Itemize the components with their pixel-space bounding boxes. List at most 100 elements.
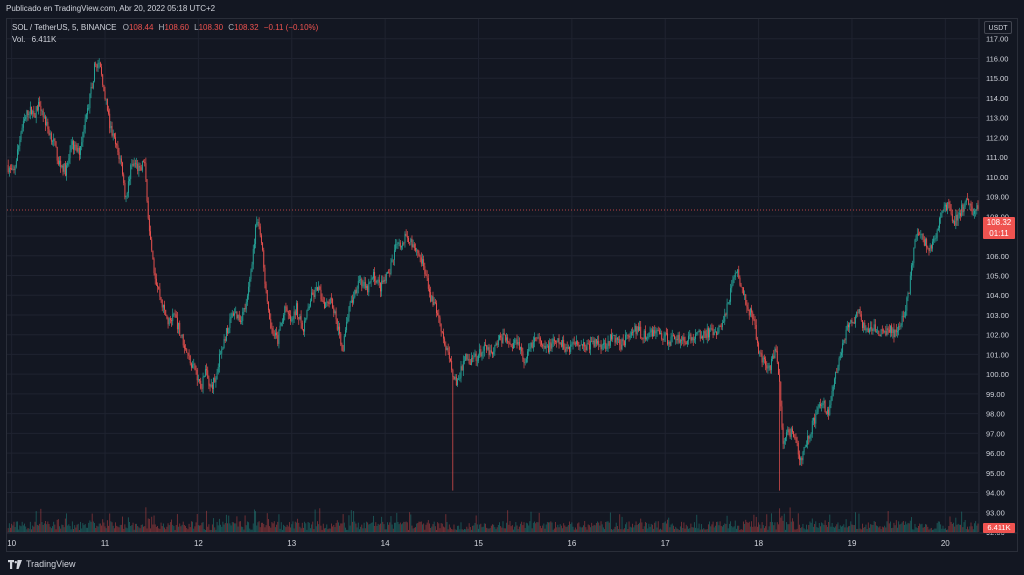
volume-bar [402, 523, 404, 532]
currency-button[interactable]: USDT [984, 21, 1012, 34]
volume-bar [451, 529, 453, 532]
volume-bar [426, 522, 428, 532]
volume-bar [355, 523, 357, 532]
volume-bar [332, 526, 334, 532]
candle-body [539, 338, 541, 341]
candle-body [647, 337, 649, 338]
volume-bar [271, 522, 273, 532]
candle-body [801, 457, 803, 461]
volume-bar [109, 513, 111, 532]
candle-body [199, 379, 201, 381]
volume-bar [858, 513, 860, 532]
volume-bar [153, 515, 155, 532]
candle-body [143, 161, 144, 163]
volume-bar [926, 524, 928, 532]
candle-body [618, 339, 619, 340]
volume-bar [49, 526, 51, 532]
candle-body [34, 115, 36, 118]
volume-bar [523, 522, 525, 532]
candle-body [441, 331, 443, 333]
volume-bar [542, 525, 544, 532]
candle-body [63, 163, 65, 172]
candle-body [409, 242, 411, 243]
candle-body [223, 339, 225, 349]
volume-bar [777, 524, 779, 532]
candle-body [228, 328, 230, 334]
candle-body [499, 335, 500, 340]
volume-bar [852, 524, 854, 532]
candle-body [316, 287, 318, 291]
volume-bar [38, 525, 39, 532]
candle-body [972, 213, 974, 215]
volume-bar [964, 520, 966, 532]
volume-bar [245, 525, 247, 532]
volume-bar [881, 526, 883, 532]
candle-body [190, 363, 192, 368]
candle-body [697, 332, 699, 333]
candle-body [396, 243, 398, 245]
volume-bar [480, 523, 482, 532]
candle-body [347, 317, 349, 322]
candle-body [862, 320, 863, 328]
volume-bar [203, 529, 205, 532]
volume-bar [811, 518, 813, 532]
volume-bar [599, 525, 601, 532]
candle-body [193, 364, 195, 366]
candle-body [758, 342, 760, 354]
price-chart[interactable]: 117.00116.00115.00114.00113.00112.00111.… [0, 0, 1024, 552]
tradingview-brand[interactable]: TradingView [8, 559, 76, 569]
time-tick-label: 13 [287, 539, 296, 548]
volume-bar [409, 512, 411, 532]
volume-bar [403, 521, 405, 532]
volume-bar [252, 523, 254, 532]
volume-bar [714, 525, 716, 532]
volume-bar [222, 521, 224, 532]
candle-body [390, 262, 392, 274]
volume-bar [782, 520, 784, 532]
volume-bar [707, 524, 709, 532]
candle-body [322, 300, 324, 302]
candle-body [532, 341, 534, 348]
volume-bar [346, 529, 348, 532]
candle-body [913, 247, 915, 264]
volume-bar [8, 523, 10, 532]
candle-body [808, 435, 810, 439]
candle-body [446, 347, 448, 350]
candle-body [402, 242, 404, 247]
volume-bar [800, 528, 802, 532]
candle-body [464, 360, 465, 362]
volume-bar [353, 510, 355, 532]
candle-body [388, 272, 390, 273]
volume-bar [197, 525, 199, 532]
candle-body [448, 352, 450, 359]
volume-bar [537, 522, 539, 532]
candle-body [283, 314, 285, 322]
candle-body [691, 337, 693, 341]
candle-body [203, 375, 205, 378]
candle-body [732, 279, 734, 286]
volume-bar [408, 529, 409, 532]
candle-body [713, 332, 715, 336]
volume-bar [564, 525, 566, 532]
price-tick-label: 99.00 [986, 390, 1005, 399]
candle-body [389, 272, 391, 274]
volume-bar [845, 519, 847, 532]
symbol-label[interactable]: SOL / TetherUS, 5, BINANCE [12, 23, 117, 32]
candle-body [787, 429, 789, 433]
candle-body [460, 366, 462, 378]
candle-body [953, 221, 954, 222]
candle-body [520, 347, 521, 350]
candle-body [395, 244, 397, 251]
volume-bar [559, 524, 561, 532]
volume-bar [391, 524, 393, 532]
volume-bar [397, 521, 399, 532]
candle-body [895, 329, 897, 333]
candle-body [208, 378, 210, 386]
candle-body [355, 290, 357, 293]
candle-body [380, 282, 381, 292]
volume-bar [35, 511, 37, 532]
candle-body [92, 81, 94, 88]
volume-bar [531, 528, 533, 532]
candle-body [444, 338, 446, 345]
candle-body [876, 331, 877, 332]
